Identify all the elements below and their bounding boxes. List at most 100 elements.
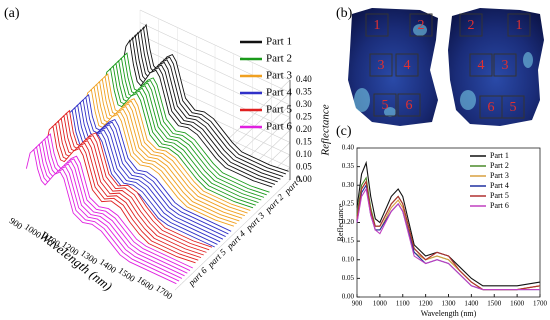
occluder: [100, 73, 251, 218]
occluder: [31, 144, 182, 284]
occluder: [94, 79, 245, 224]
spectrum-line: [88, 83, 240, 222]
occluder: [103, 68, 254, 216]
y-tick-label: 0.30: [342, 181, 355, 189]
sample-left: [348, 8, 438, 126]
legend-label: Part 2: [266, 53, 292, 65]
legend-label: Part 6: [266, 121, 292, 133]
spectrum-line: [105, 65, 256, 206]
spectrum-line: [80, 93, 232, 232]
y-tick-label: 0.00: [342, 293, 355, 301]
speckles: [354, 24, 533, 117]
spectrum-line: [119, 52, 270, 193]
spectrum-line: [356, 187, 540, 291]
legend-label: Part 5: [266, 104, 292, 116]
occluder: [70, 105, 221, 247]
spectrum-line: [135, 26, 287, 175]
spectrum-line: [64, 109, 215, 248]
y-tick-label: 0.35: [342, 162, 355, 170]
legend-label: Part 2: [490, 161, 509, 170]
occluder: [124, 37, 275, 195]
region-label: 2: [468, 18, 475, 33]
panel-label: (c): [336, 124, 352, 139]
occluder: [56, 115, 207, 260]
spectrum-line: [83, 88, 235, 227]
region-label: 6: [488, 100, 495, 115]
spectrum-line: [69, 104, 221, 243]
occluder: [61, 110, 212, 255]
occluder: [108, 63, 259, 211]
z-axis-title: Reflectance: [320, 104, 332, 156]
occluder: [122, 40, 273, 198]
x-tick-label: 1700: [533, 300, 548, 308]
y-tick-label: 0.10: [342, 255, 355, 263]
occluder: [51, 121, 202, 266]
legend-label: Part 3: [266, 70, 292, 82]
occluder: [92, 81, 243, 226]
occluder: [138, 24, 289, 182]
y-tick-label: 0.15: [342, 237, 355, 245]
spectrum-line: [86, 86, 237, 224]
occluder: [119, 53, 270, 200]
spectrum-line: [53, 117, 204, 256]
occluder: [42, 133, 193, 273]
spectrum-line: [127, 34, 278, 183]
occluder: [64, 110, 215, 253]
occluder: [34, 141, 185, 281]
spectrum-line: [66, 107, 218, 245]
occluder: [40, 136, 191, 276]
panel-a: 0.000.050.100.150.200.250.300.350.409001…: [4, 6, 332, 301]
occluder: [97, 76, 248, 221]
legend-label: Part 3: [490, 171, 509, 180]
x-tick-label: 1500: [487, 300, 502, 308]
spectrum-line: [39, 135, 191, 272]
occluder: [86, 87, 237, 232]
spectrum-line: [108, 62, 259, 204]
z-tick-label: 0.20: [296, 124, 312, 134]
photo-panel: 1 2 3 4 5 6 2 1 4 3 6 5 (b): [336, 6, 544, 126]
legend-label: Part 5: [490, 191, 509, 200]
region-label: 4: [478, 58, 485, 73]
spectrum-line: [132, 28, 284, 177]
legend-label: Part 1: [490, 151, 509, 160]
y-tick-label: 0.05: [342, 274, 355, 282]
spectrum-line: [356, 160, 541, 287]
y-axis-title: Reflectance: [336, 203, 345, 241]
z-tick-label: 0.10: [296, 149, 312, 159]
spectrum-line: [102, 67, 254, 209]
region-label: 1: [516, 18, 523, 33]
occluder: [75, 100, 226, 242]
occluder: [116, 55, 267, 203]
occluder: [37, 139, 188, 279]
spectrum-line: [356, 179, 541, 291]
y-tick-label: 0.25: [342, 199, 355, 207]
spectrum-line: [94, 78, 245, 217]
legend-label: Part 4: [490, 181, 509, 190]
x-tick-label: 1400: [464, 300, 479, 308]
z-tick-label: 0.30: [296, 99, 312, 109]
legend-label: Part 6: [490, 201, 509, 210]
spectrum-line: [124, 36, 276, 185]
spectrum-line: [129, 31, 281, 180]
occluder: [127, 35, 278, 192]
occluder: [81, 94, 232, 237]
spectrum-line: [72, 101, 224, 240]
region-label: 3: [502, 58, 509, 73]
spectrum-line: [42, 133, 193, 269]
occluder: [67, 107, 218, 250]
spectrum-line: [25, 148, 177, 285]
occluder: [29, 147, 180, 287]
occluder: [135, 27, 286, 184]
region-label: 5: [510, 100, 517, 115]
occluder: [113, 58, 264, 205]
occluder: [48, 123, 199, 268]
region-label: 5: [382, 98, 389, 113]
x-tick-label: 1300: [442, 300, 457, 308]
occluder: [111, 61, 262, 208]
y-tick-label: 0.20: [342, 218, 355, 226]
spectrum-line: [121, 39, 273, 188]
panel-c: 0.00 0.05 0.10 0.15 0.20 0.25 0.30 0.35 0.40 900 1…: [336, 124, 548, 318]
spectrum-line: [97, 75, 248, 214]
spectrum-line: [58, 112, 210, 251]
